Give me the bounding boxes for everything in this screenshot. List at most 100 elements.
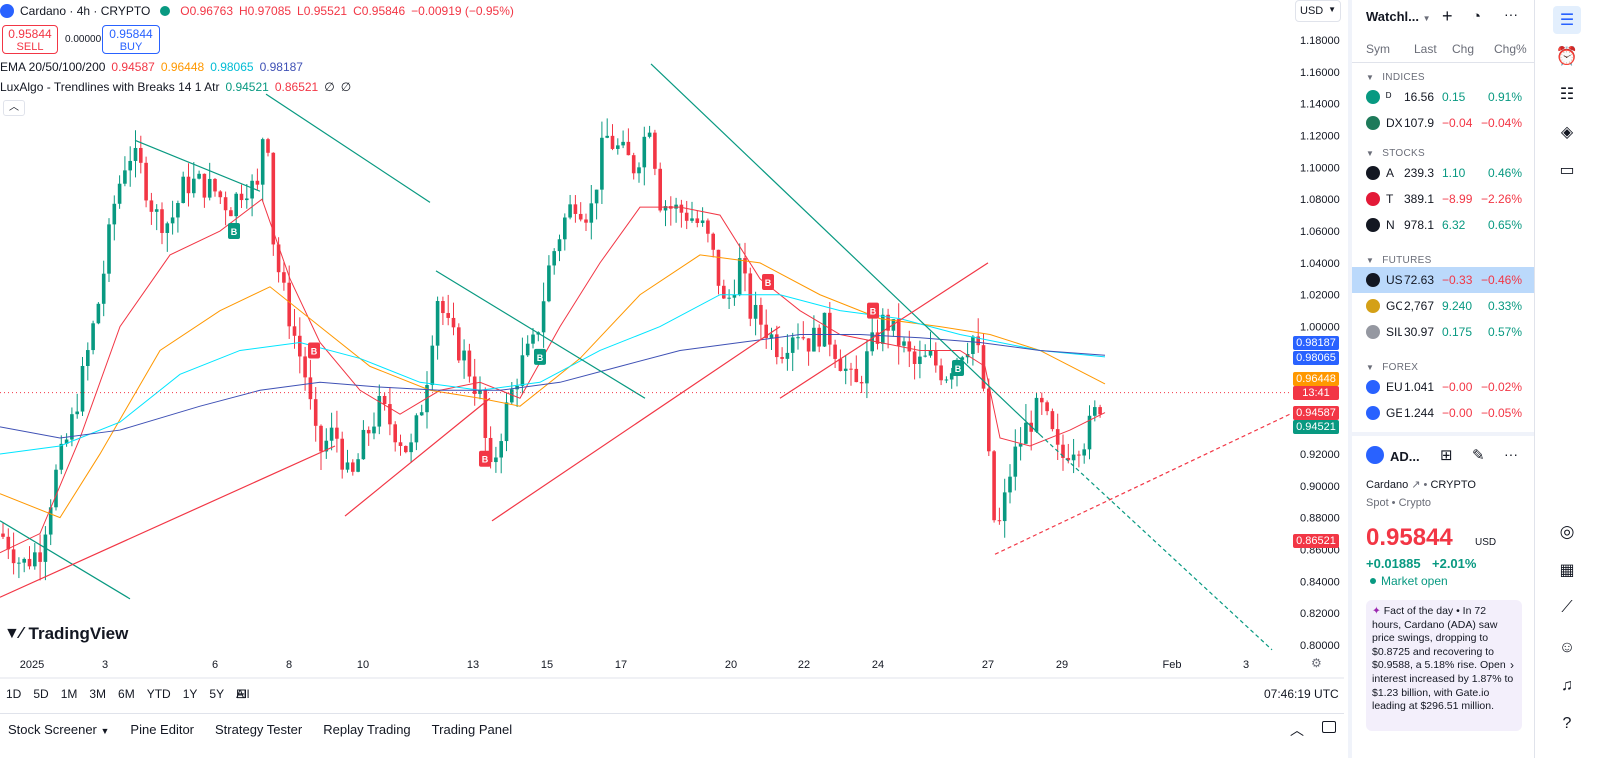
advanced-view-icon[interactable]: ◔ <box>1472 8 1482 25</box>
tab-pine-editor[interactable]: Pine Editor <box>130 722 195 737</box>
candle-body <box>483 389 488 438</box>
maximize-icon[interactable] <box>1322 721 1336 733</box>
watchlist-row[interactable]: US 72.63 −0.33 −0.46% <box>1352 267 1534 293</box>
range-button-1y[interactable]: 1Y <box>182 687 198 701</box>
settings-gear-icon[interactable]: ⚙ <box>1311 656 1322 670</box>
notifications-bell-icon[interactable]: ♫ <box>1561 677 1573 694</box>
luxalgo-legend[interactable]: LuxAlgo - Trendlines with Breaks 14 1 At… <box>0 80 351 94</box>
clock-utc[interactable]: 07:46:19 UTC <box>1264 687 1339 701</box>
edit-icon[interactable]: ✎ <box>1472 447 1485 464</box>
fact-of-the-day[interactable]: ✦ Fact of the day • In 72 hours, Cardano… <box>1366 600 1522 731</box>
target-icon[interactable]: ◎ <box>1559 522 1575 541</box>
candle-body <box>70 414 74 440</box>
buy-button[interactable]: 0.95844 BUY <box>102 25 160 54</box>
range-button-3m[interactable]: 3M <box>89 687 107 701</box>
details-name[interactable]: Cardano <box>1366 479 1409 491</box>
watchlist-section-futures[interactable]: ▼ FUTURES <box>1366 255 1432 266</box>
candle-body <box>785 352 790 359</box>
alarm-clock-icon[interactable]: ⏰ <box>1555 45 1579 66</box>
more-options-icon[interactable]: ··· <box>1504 446 1518 462</box>
watchlist-section-stocks[interactable]: ▼ STOCKS <box>1366 148 1425 159</box>
currency-select[interactable]: USD ▼ <box>1295 0 1341 22</box>
candle-body <box>366 429 371 434</box>
symbol-title[interactable]: Cardano · 4h · CRYPTO <box>20 4 151 18</box>
chevron-up-icon[interactable]: ︿ <box>1290 722 1304 738</box>
watchlist-row[interactable]: EU 1.041 −0.00 −0.02% <box>1352 374 1534 400</box>
candle-body <box>107 224 111 274</box>
trendline-up <box>779 262 989 399</box>
right-toolbar: ☰ ⏰ ☷ ◈ ▭ ◎ ▦ ⟋ ☺ ♫ ? <box>1534 0 1600 758</box>
candle-body <box>621 141 625 146</box>
col-sym[interactable]: Sym <box>1366 42 1390 56</box>
candle-body <box>356 459 360 472</box>
chevron-up-icon[interactable]: ︿ <box>3 100 25 116</box>
tab-trading-panel[interactable]: Trading Panel <box>431 722 513 737</box>
watchlist-section-forex[interactable]: ▼ FOREX <box>1366 362 1418 373</box>
range-button-ytd[interactable]: YTD <box>146 687 171 701</box>
candle-body <box>849 368 853 370</box>
watchlist-row[interactable]: GC 2,767 9.240 0.33% <box>1352 293 1534 319</box>
layers-icon[interactable]: ◈ <box>1560 124 1574 141</box>
tab-strategy-tester[interactable]: Strategy Tester <box>215 722 303 737</box>
watchlist-row[interactable]: A 239.3 1.10 0.46% <box>1352 160 1534 186</box>
help-icon[interactable]: ? <box>1562 715 1572 732</box>
candle-body <box>684 212 689 221</box>
calendar-range-icon[interactable]: ⊟ <box>236 686 247 701</box>
candle-body <box>934 350 938 366</box>
details-ticker[interactable]: AD... <box>1390 449 1420 464</box>
ema200-tag: 0.98187 <box>1293 336 1339 350</box>
watchlist-row[interactable]: T 389.1 −8.99 −2.26% <box>1352 186 1534 212</box>
col-chg[interactable]: Chg <box>1452 42 1475 56</box>
tab-stock-screener[interactable]: Stock Screener ▼ <box>0 722 122 737</box>
tab-replay-trading[interactable]: Replay Trading <box>323 722 411 737</box>
watchlist-row[interactable]: N 978.1 6.32 0.65% <box>1352 212 1534 238</box>
candle-body <box>467 350 472 377</box>
external-link-icon[interactable]: ↗ <box>1411 479 1421 491</box>
watchlist-section-indices[interactable]: ▼ INDICES <box>1366 72 1425 83</box>
watchlist-title[interactable]: Watchl... ▼ <box>1366 9 1431 24</box>
chevron-right-icon[interactable]: › <box>1510 658 1514 672</box>
object-tree-icon[interactable]: ☷ <box>1559 86 1575 103</box>
range-button-5d[interactable]: 5D <box>33 687 49 701</box>
candle-body <box>976 336 980 346</box>
ema200-value: 0.98187 <box>259 60 303 74</box>
ema-legend[interactable]: EMA 20/50/100/200 0.94587 0.96448 0.9806… <box>0 60 303 74</box>
col-last[interactable]: Last <box>1414 42 1437 56</box>
cardano-logo-icon <box>1366 446 1384 464</box>
sell-button[interactable]: 0.95844 SELL <box>2 25 58 54</box>
price-chart[interactable]: 1.18000 1.16000 1.14000 1.12000 1.10000 1.080… <box>0 0 1344 710</box>
candle-body <box>923 355 927 357</box>
ema100-value: 0.98065 <box>210 60 254 74</box>
candle-body <box>727 297 731 299</box>
watchlist-row[interactable]: ᴰ 16.56 0.15 0.91% <box>1352 84 1534 110</box>
time-axis-label: 3 <box>102 659 108 671</box>
community-icon[interactable]: ☺ <box>1558 639 1576 656</box>
calendar-icon[interactable]: ▦ <box>1559 562 1575 579</box>
watchlist-row[interactable]: DX 107.9 −0.04 −0.04% <box>1352 110 1534 136</box>
breakout-signal-label: B <box>311 346 318 356</box>
range-button-1m[interactable]: 1M <box>60 687 78 701</box>
candle-body <box>234 193 238 217</box>
ema50-value: 0.96448 <box>160 60 205 74</box>
candle-body <box>790 337 795 353</box>
section-label: INDICES <box>1382 72 1425 83</box>
drawing-tool-icon[interactable]: ⟋ <box>1561 599 1573 616</box>
range-button-6m[interactable]: 6M <box>118 687 135 701</box>
chart-area[interactable]: 1.18000 1.16000 1.14000 1.12000 1.10000 1.080… <box>0 0 1344 710</box>
col-chgpct[interactable]: Chg% <box>1494 42 1527 56</box>
watchlist-row[interactable]: GE 1.244 −0.00 −0.05% <box>1352 400 1534 426</box>
chat-icon[interactable]: ▭ <box>1559 162 1575 179</box>
sparkle-icon: ✦ <box>1372 605 1384 617</box>
grid-view-icon[interactable]: ⊞ <box>1440 447 1453 464</box>
candle-body <box>457 327 461 361</box>
watchlist-row[interactable]: SIL 30.97 0.175 0.57% <box>1352 319 1534 345</box>
watchlist-icon[interactable]: ☰ <box>1553 6 1581 34</box>
ohlc-low: L0.95521 <box>297 4 348 18</box>
range-button-5y[interactable]: 5Y <box>209 687 225 701</box>
range-button-all[interactable]: All <box>236 687 250 701</box>
candle-body <box>573 204 578 214</box>
range-button-1d[interactable]: 1D <box>6 687 22 701</box>
more-options-icon[interactable]: ··· <box>1504 6 1518 22</box>
breakout-signal-marker <box>952 359 964 376</box>
add-symbol-icon[interactable]: + <box>1442 6 1453 26</box>
